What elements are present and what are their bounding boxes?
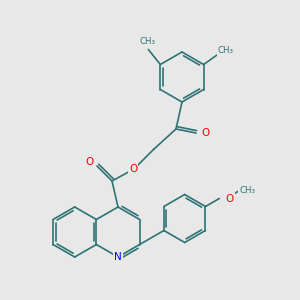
- Text: O: O: [225, 194, 233, 203]
- Text: CH₃: CH₃: [139, 37, 155, 46]
- Text: O: O: [85, 157, 93, 167]
- Text: O: O: [129, 164, 137, 174]
- Text: CH₃: CH₃: [218, 46, 234, 55]
- Text: CH₃: CH₃: [239, 186, 255, 195]
- Text: O: O: [201, 128, 209, 138]
- Text: N: N: [114, 252, 122, 262]
